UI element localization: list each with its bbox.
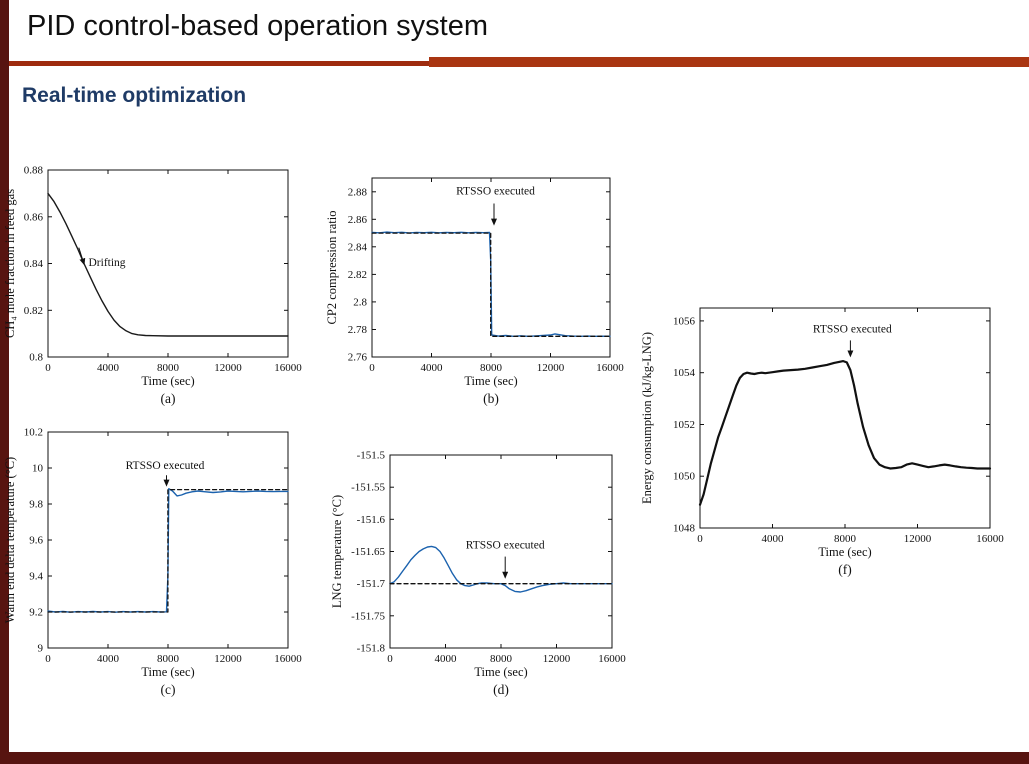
- svg-text:16000: 16000: [976, 533, 1004, 545]
- svg-text:2.8: 2.8: [353, 296, 367, 308]
- svg-text:0.8: 0.8: [29, 352, 43, 364]
- svg-text:RTSSO executed: RTSSO executed: [126, 460, 205, 472]
- svg-text:12000: 12000: [904, 533, 932, 545]
- chart-f: 0 4000 8000 12000 16000 1048 1050 1052 1054 1056 R…: [640, 307, 1004, 577]
- left-accent-bar: [0, 0, 9, 764]
- svg-text:8000: 8000: [157, 362, 180, 374]
- svg-text:2.76: 2.76: [348, 352, 368, 364]
- svg-text:4000: 4000: [421, 362, 444, 374]
- chart-a: 0 4000 8000 12000 16000 0.8 0.82 0.84 0.86 0.88 Dr…: [3, 165, 302, 407]
- svg-text:RTSSO executed: RTSSO executed: [466, 539, 545, 551]
- svg-text:9.4: 9.4: [29, 571, 43, 583]
- svg-text:RTSSO executed: RTSSO executed: [456, 186, 535, 198]
- svg-text:2.88: 2.88: [348, 186, 368, 198]
- svg-text:-151.8: -151.8: [357, 643, 386, 655]
- svg-text:Time (sec): Time (sec): [464, 374, 517, 388]
- svg-text:2.86: 2.86: [348, 214, 368, 226]
- svg-text:4000: 4000: [762, 533, 785, 545]
- svg-text:Time (sec): Time (sec): [141, 374, 194, 388]
- svg-text:2.78: 2.78: [348, 324, 368, 336]
- svg-text:16000: 16000: [598, 653, 626, 665]
- bottom-accent-bar: [0, 752, 1029, 764]
- svg-text:0: 0: [45, 653, 51, 665]
- svg-text:-151.7: -151.7: [357, 578, 386, 590]
- svg-text:9.2: 9.2: [29, 607, 43, 619]
- svg-text:-151.5: -151.5: [357, 450, 386, 462]
- chart-b: 0 4000 8000 12000 16000 2.76 2.78 2.8 2.82 2.84 2.…: [325, 177, 624, 406]
- svg-text:12000: 12000: [543, 653, 571, 665]
- svg-text:9.6: 9.6: [29, 535, 43, 547]
- svg-text:0: 0: [697, 533, 703, 545]
- title-rule-left: [9, 61, 429, 66]
- svg-text:0: 0: [369, 362, 375, 374]
- svg-text:16000: 16000: [596, 362, 624, 374]
- svg-text:8000: 8000: [480, 362, 503, 374]
- section-heading: Real-time optimization: [22, 84, 247, 107]
- svg-text:Energy consumption (kJ/kg-LNG): Energy consumption (kJ/kg-LNG): [640, 332, 654, 504]
- svg-text:(a): (a): [161, 391, 176, 406]
- svg-text:2.82: 2.82: [348, 269, 367, 281]
- svg-text:2.84: 2.84: [348, 241, 368, 253]
- svg-text:12000: 12000: [214, 653, 242, 665]
- svg-text:-151.55: -151.55: [351, 482, 385, 494]
- title-rule-right: [429, 57, 1029, 67]
- svg-text:0.88: 0.88: [24, 165, 44, 177]
- svg-text:16000: 16000: [274, 653, 302, 665]
- svg-text:12000: 12000: [214, 362, 242, 374]
- svg-text:(d): (d): [493, 682, 509, 697]
- svg-text:4000: 4000: [97, 362, 120, 374]
- svg-text:0: 0: [387, 653, 393, 665]
- svg-text:4000: 4000: [435, 653, 458, 665]
- svg-text:Time (sec): Time (sec): [141, 665, 194, 679]
- svg-text:0.86: 0.86: [24, 211, 44, 223]
- svg-text:-151.6: -151.6: [357, 514, 386, 526]
- svg-text:-151.75: -151.75: [351, 610, 385, 622]
- svg-text:10.2: 10.2: [24, 427, 43, 439]
- svg-text:(c): (c): [161, 682, 176, 697]
- chart-d: 0 4000 8000 12000 16000 -151.8 -151.75 -151.7 -1…: [330, 450, 626, 698]
- svg-text:8000: 8000: [490, 653, 513, 665]
- svg-text:1052: 1052: [673, 419, 695, 431]
- svg-text:8000: 8000: [157, 653, 180, 665]
- svg-text:16000: 16000: [274, 362, 302, 374]
- svg-text:1050: 1050: [673, 471, 696, 483]
- svg-text:9: 9: [38, 643, 44, 655]
- svg-text:(f): (f): [838, 562, 852, 577]
- svg-text:0.82: 0.82: [24, 305, 43, 317]
- svg-text:1048: 1048: [673, 523, 696, 535]
- svg-text:-151.65: -151.65: [351, 546, 385, 558]
- svg-text:LNG temperature (°C): LNG temperature (°C): [330, 495, 344, 608]
- svg-text:(b): (b): [483, 391, 499, 406]
- svg-text:CH₄ mole fraction in feed gas: CH₄ mole fraction in feed gas: [3, 189, 17, 338]
- svg-text:1056: 1056: [673, 315, 696, 327]
- svg-text:1054: 1054: [673, 367, 696, 379]
- svg-text:CP2 compression ratio: CP2 compression ratio: [325, 211, 339, 325]
- svg-text:4000: 4000: [97, 653, 120, 665]
- svg-text:9.8: 9.8: [29, 499, 43, 511]
- chart-c: 0 4000 8000 12000 16000 9 9.2 9.4 9.6 9.8 10 10.2 RT…: [3, 427, 302, 698]
- svg-text:8000: 8000: [834, 533, 857, 545]
- svg-text:Drifting: Drifting: [89, 257, 126, 269]
- slide-title: PID control-based operation system: [27, 10, 488, 42]
- svg-text:0: 0: [45, 362, 51, 374]
- svg-text:Warm end delta temperature (°C: Warm end delta temperature (°C): [3, 457, 17, 623]
- svg-text:0.84: 0.84: [24, 258, 44, 270]
- svg-text:Time (sec): Time (sec): [818, 545, 871, 559]
- svg-text:Time (sec): Time (sec): [474, 665, 527, 679]
- svg-text:RTSSO executed: RTSSO executed: [813, 324, 892, 336]
- svg-text:12000: 12000: [537, 362, 565, 374]
- svg-text:10: 10: [32, 463, 44, 475]
